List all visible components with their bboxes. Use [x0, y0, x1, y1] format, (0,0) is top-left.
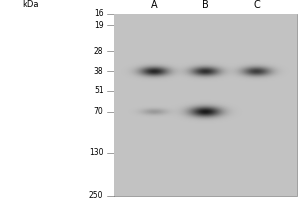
Text: 38: 38	[94, 67, 104, 76]
Text: 130: 130	[89, 148, 103, 157]
Text: 250: 250	[89, 192, 103, 200]
Text: 28: 28	[94, 47, 104, 56]
Text: A: A	[151, 0, 158, 10]
Text: 51: 51	[94, 86, 104, 95]
Text: 16: 16	[94, 9, 104, 19]
Text: kDa: kDa	[22, 0, 39, 9]
Text: 70: 70	[94, 107, 103, 116]
Text: 19: 19	[94, 21, 104, 30]
Bar	[114, 14, 297, 196]
Text: B: B	[202, 0, 209, 10]
Text: C: C	[254, 0, 260, 10]
